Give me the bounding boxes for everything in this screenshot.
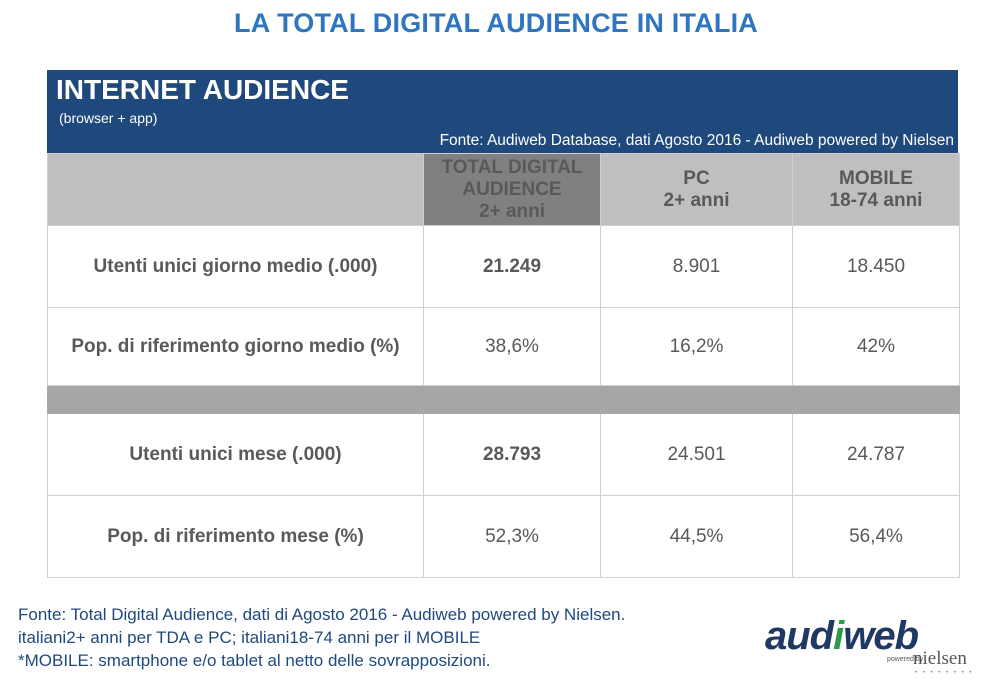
header-blank-cell: [47, 153, 424, 226]
table-row: Pop. di riferimento giorno medio (%) 38,…: [47, 307, 960, 386]
separator-row: [47, 385, 960, 414]
audiweb-logo: audiweb powered by nielsen • • • • • • •…: [765, 614, 990, 676]
separator-bar: [47, 385, 960, 414]
footer-line-source: Fonte: Total Digital Audience, dati di A…: [18, 605, 626, 624]
cell-tda: 28.793: [423, 413, 601, 496]
panel-header: INTERNET AUDIENCE (browser + app) Fonte:…: [47, 70, 958, 153]
row-label: Utenti unici giorno medio (.000): [47, 225, 424, 308]
table-row: Utenti unici giorno medio (.000) 21.249 …: [47, 225, 960, 308]
cell-mobile: 18.450: [792, 225, 960, 308]
logo-wordmark: audiweb: [765, 614, 919, 658]
audience-table: TOTAL DIGITAL AUDIENCE 2+ anni PC 2+ ann…: [47, 153, 960, 578]
row-label: Pop. di riferimento giorno medio (%): [47, 307, 424, 386]
cell-pc: 44,5%: [600, 495, 793, 578]
cell-pc: 16,2%: [600, 307, 793, 386]
cell-pc: 8.901: [600, 225, 793, 308]
cell-pc: 24.501: [600, 413, 793, 496]
header-pc: PC 2+ anni: [600, 153, 793, 226]
table-header-row: TOTAL DIGITAL AUDIENCE 2+ anni PC 2+ ann…: [47, 153, 960, 226]
footer-line-audience: italiani2+ anni per TDA e PC; italiani18…: [18, 628, 481, 647]
table-row: Utenti unici mese (.000) 28.793 24.501 2…: [47, 413, 960, 496]
row-label: Utenti unici mese (.000): [47, 413, 424, 496]
logo-powered-by: powered by: [887, 656, 924, 663]
panel-subtitle: (browser + app): [59, 110, 158, 126]
cell-mobile: 56,4%: [792, 495, 960, 578]
panel-source: Fonte: Audiweb Database, dati Agosto 201…: [439, 132, 954, 149]
footer-notes: Fonte: Total Digital Audience, dati di A…: [18, 603, 625, 672]
cell-mobile: 24.787: [792, 413, 960, 496]
cell-mobile: 42%: [792, 307, 960, 386]
cell-tda: 52,3%: [423, 495, 601, 578]
page-title: LA TOTAL DIGITAL AUDIENCE IN ITALIA: [234, 8, 758, 38]
panel-title: INTERNET AUDIENCE: [56, 74, 349, 105]
row-label: Pop. di riferimento mese (%): [47, 495, 424, 578]
logo-dots-decoration: • • • • • • • •: [915, 670, 974, 676]
header-tda: TOTAL DIGITAL AUDIENCE 2+ anni: [423, 153, 601, 226]
table-row: Pop. di riferimento mese (%) 52,3% 44,5%…: [47, 495, 960, 578]
header-mobile: MOBILE 18-74 anni: [792, 153, 960, 226]
cell-tda: 38,6%: [423, 307, 601, 386]
cell-tda: 21.249: [423, 225, 601, 308]
footer-line-mobile: *MOBILE: smartphone e/o tablet al netto …: [18, 651, 491, 670]
logo-nielsen: nielsen: [913, 648, 967, 669]
